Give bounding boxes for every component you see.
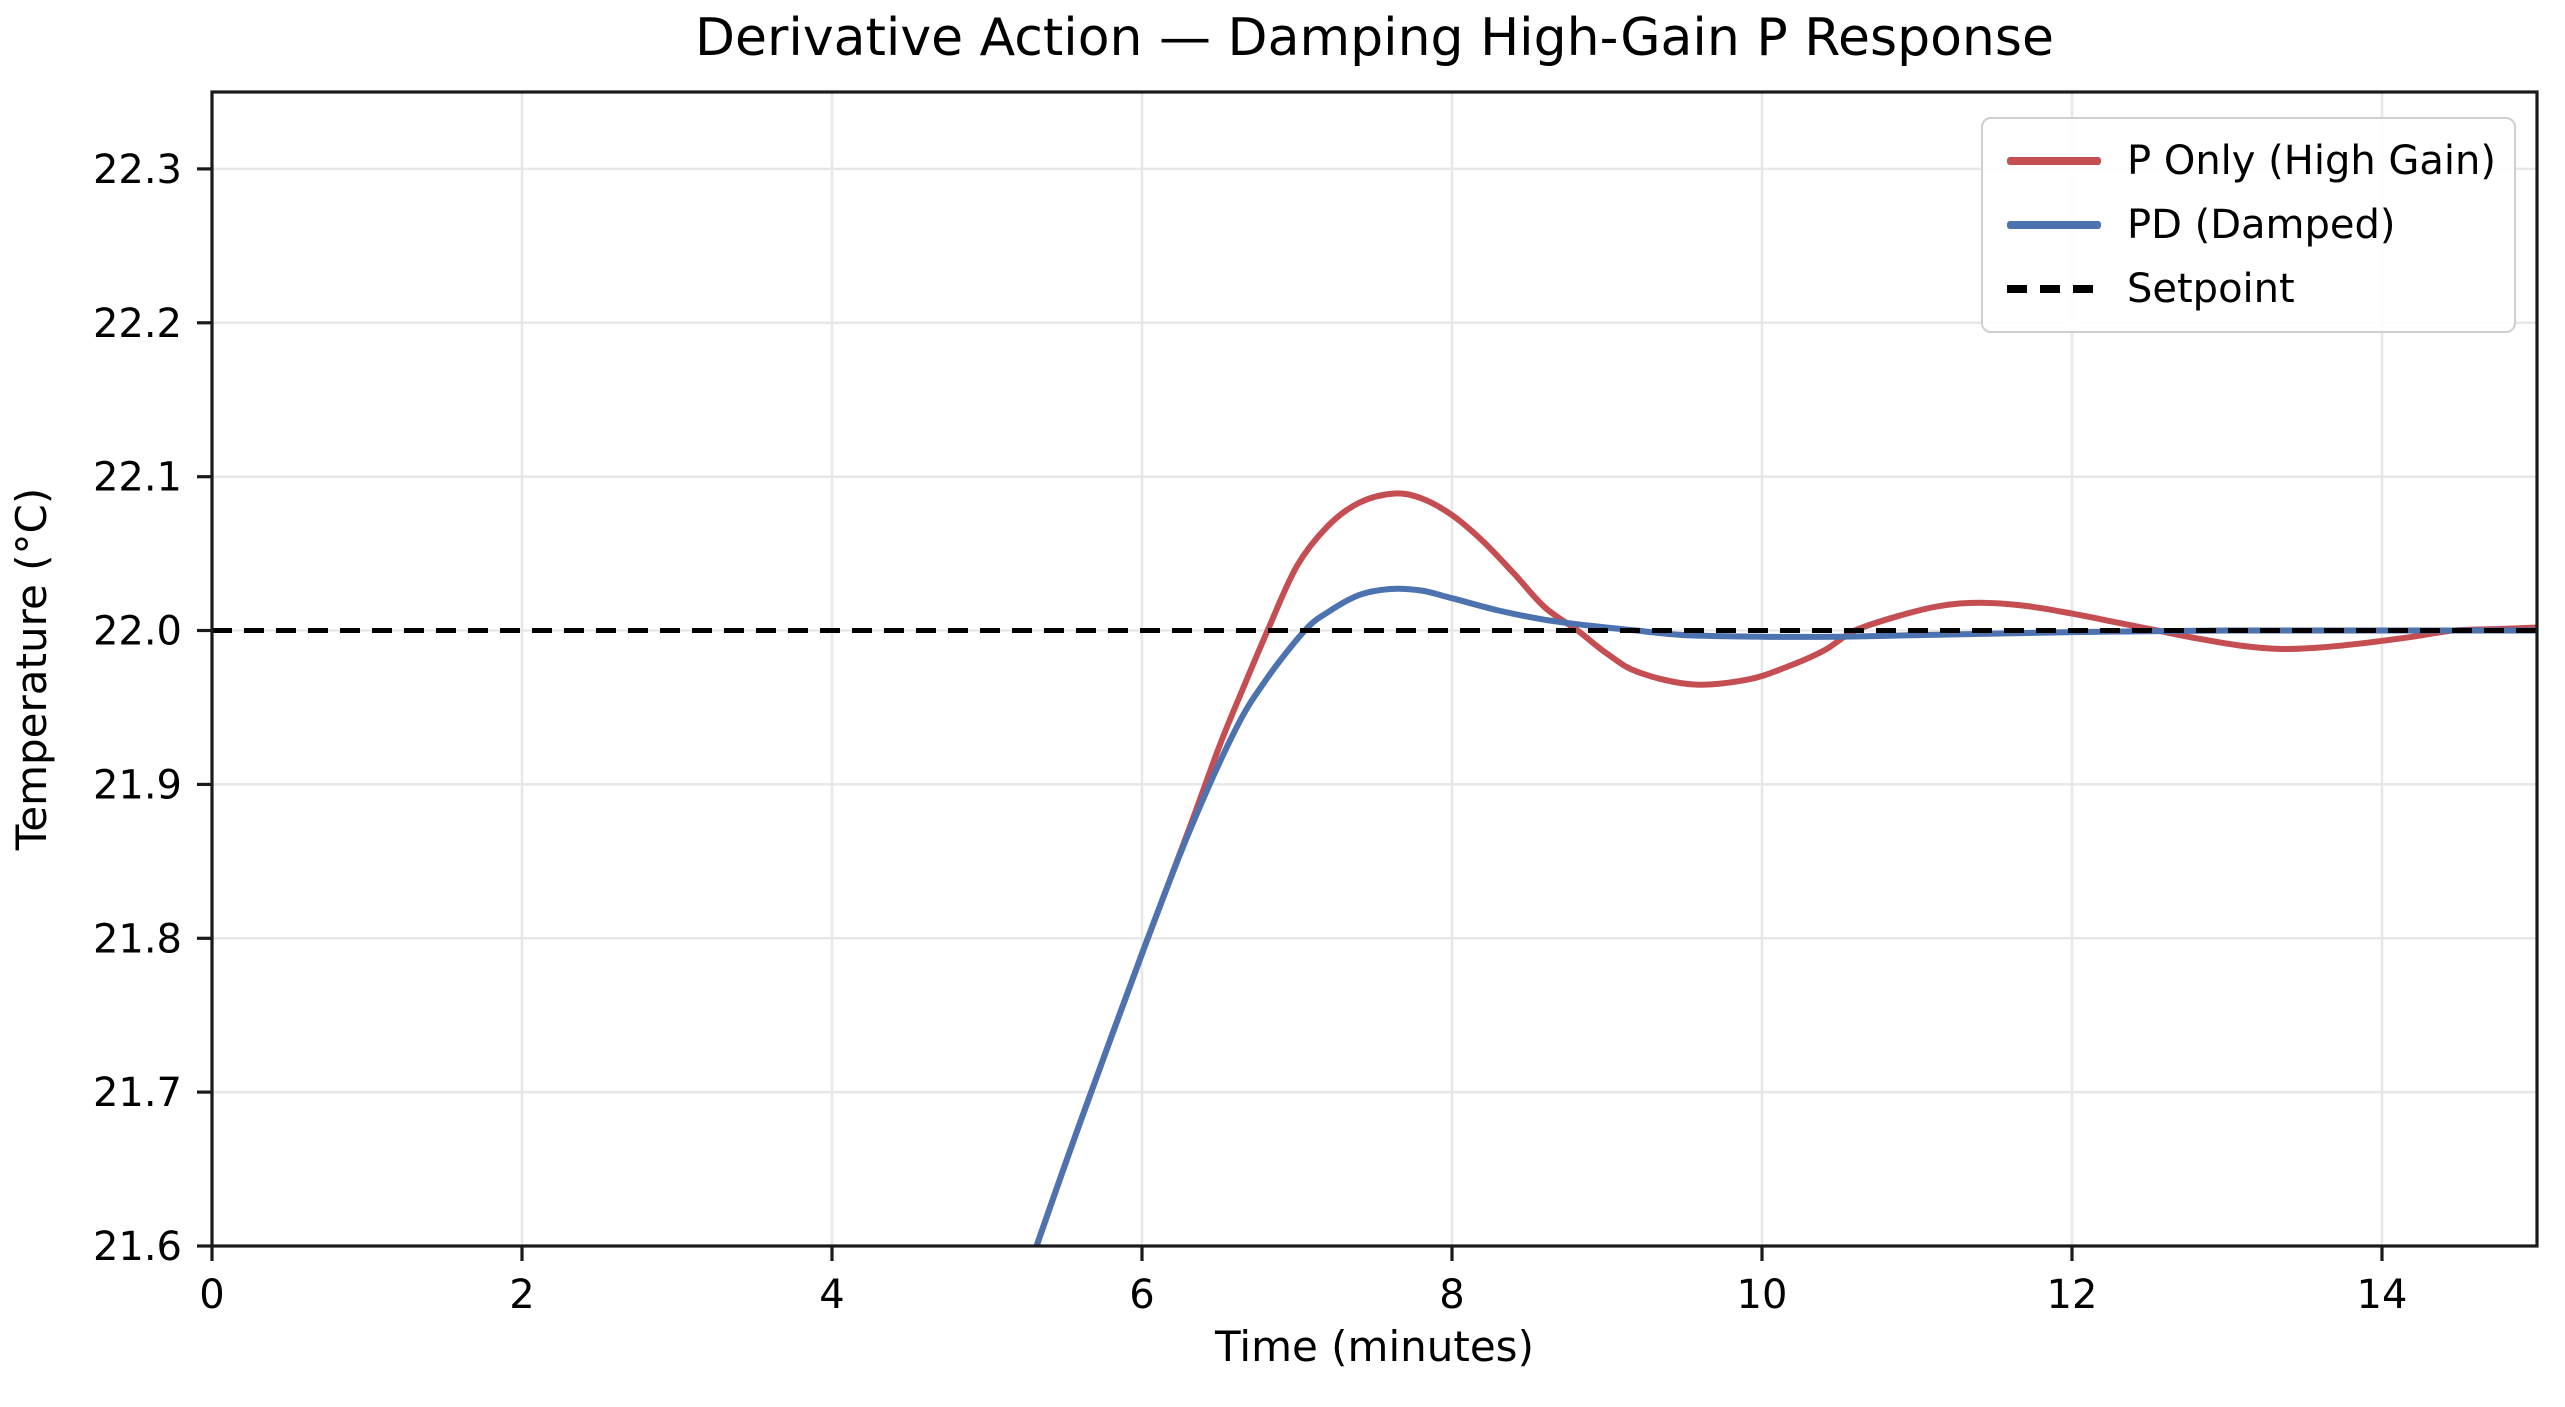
series-line-1 [1033, 585, 2537, 1246]
y-tick-label: 21.7 [93, 1070, 182, 1116]
legend-line-swatch [2007, 221, 2101, 229]
chart-title: Derivative Action — Damping High-Gain P … [695, 8, 2054, 68]
y-tick-label: 21.8 [93, 916, 182, 962]
legend-item: Setpoint [2007, 269, 2514, 309]
legend: P Only (High Gain) PD (Damped) Setpoint [1981, 117, 2516, 333]
y-tick-label: 22.0 [93, 609, 182, 655]
y-tick-label: 21.9 [93, 762, 182, 808]
legend-label: PD (Damped) [2127, 202, 2396, 248]
x-tick-label: 8 [1439, 1272, 1464, 1318]
plot-border [210, 90, 2539, 1248]
x-tick-label: 6 [1129, 1272, 1154, 1318]
y-tick-label: 21.6 [93, 1224, 182, 1270]
ticks [197, 167, 2384, 1261]
y-tick-label: 22.2 [93, 301, 182, 347]
legend-line-swatch [2007, 157, 2101, 165]
x-tick-label: 2 [509, 1272, 534, 1318]
x-tick-label: 4 [819, 1272, 844, 1318]
series-line-0 [1033, 490, 2537, 1246]
legend-item: PD (Damped) [2007, 205, 2514, 245]
x-tick-label: 10 [1737, 1272, 1788, 1318]
x-axis-label: Time (minutes) [1215, 1322, 1534, 1371]
x-tick-label: 12 [2047, 1272, 2098, 1318]
legend-label: Setpoint [2127, 266, 2295, 312]
y-axis-label: Temperature (°C) [7, 487, 56, 851]
x-tick-label: 0 [199, 1272, 224, 1318]
legend-item: P Only (High Gain) [2007, 141, 2514, 181]
y-tick-label: 22.3 [93, 147, 182, 193]
legend-dashed-line-swatch [2007, 285, 2101, 293]
x-tick-label: 14 [2357, 1272, 2408, 1318]
legend-label: P Only (High Gain) [2127, 138, 2497, 184]
tick-labels: 0 2 4 6 8 10 12 14 21.6 21.7 21.8 21.9 22.0 22.1 22.2 2… [93, 147, 2408, 1318]
series-group [212, 490, 2537, 1246]
y-tick-label: 22.1 [93, 455, 182, 501]
